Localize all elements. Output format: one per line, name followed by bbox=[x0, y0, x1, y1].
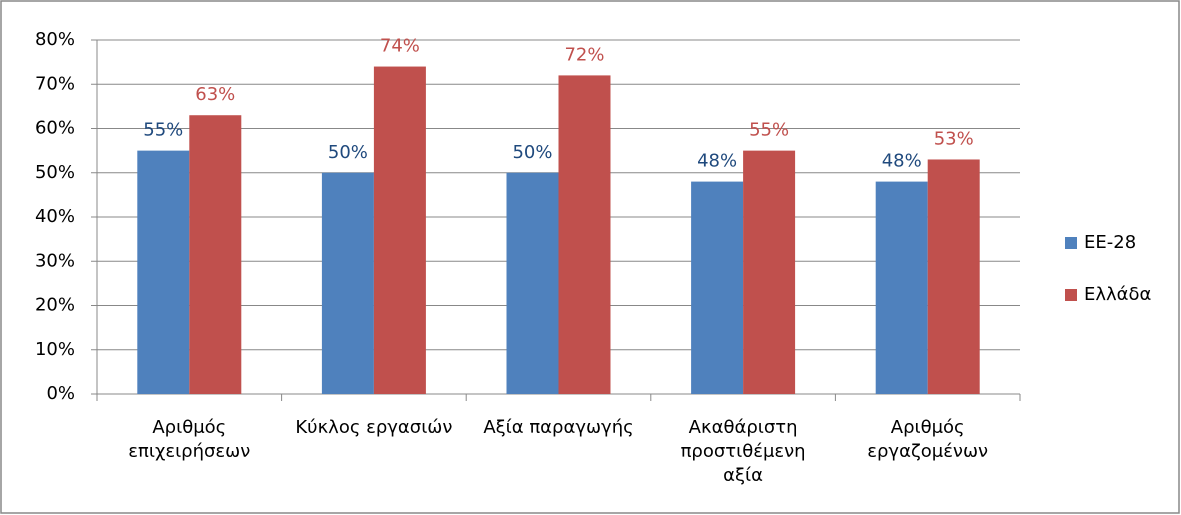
x-tick-label: Κύκλος εργασιών bbox=[295, 417, 453, 438]
bar bbox=[743, 150, 796, 394]
data-label: 50% bbox=[512, 142, 552, 163]
y-tick-label: 80% bbox=[35, 29, 75, 50]
y-tick-label: 70% bbox=[35, 73, 75, 94]
x-tick-label: Αριθμός εργαζομένων bbox=[867, 417, 989, 462]
x-tick-label: Ακαθάριστη προστιθέμενη αξία bbox=[680, 417, 806, 486]
y-tick-label: 50% bbox=[35, 162, 75, 183]
y-tick-label: 60% bbox=[35, 118, 75, 139]
legend-label: Ελλάδα bbox=[1084, 284, 1151, 305]
x-tick-label: Αριθμός επιχειρήσεων bbox=[128, 417, 251, 462]
legend-swatch bbox=[1065, 289, 1077, 301]
data-label: 63% bbox=[195, 84, 235, 105]
data-label: 72% bbox=[564, 44, 604, 65]
bar bbox=[875, 181, 928, 394]
y-tick-label: 30% bbox=[35, 250, 75, 271]
y-tick-label: 10% bbox=[35, 339, 75, 360]
bar bbox=[506, 172, 559, 394]
y-tick-label: 40% bbox=[35, 206, 75, 227]
data-label: 74% bbox=[380, 36, 420, 57]
y-tick-label: 20% bbox=[35, 295, 75, 316]
bar bbox=[373, 66, 426, 395]
legend-swatch bbox=[1065, 237, 1077, 249]
bar bbox=[927, 159, 980, 394]
bar bbox=[558, 75, 611, 395]
data-label: 48% bbox=[882, 151, 922, 172]
bar bbox=[321, 172, 374, 394]
y-tick-label: 0% bbox=[46, 383, 75, 404]
data-label: 53% bbox=[934, 128, 974, 149]
data-label: 48% bbox=[697, 151, 737, 172]
data-label: 50% bbox=[328, 142, 368, 163]
bar bbox=[691, 181, 744, 394]
bar bbox=[137, 150, 190, 394]
bar bbox=[189, 115, 242, 394]
legend-label: ΕΕ-28 bbox=[1084, 232, 1136, 253]
x-tick-label: Αξία παραγωγής bbox=[483, 417, 634, 438]
data-label: 55% bbox=[749, 120, 789, 141]
data-label: 55% bbox=[143, 120, 183, 141]
